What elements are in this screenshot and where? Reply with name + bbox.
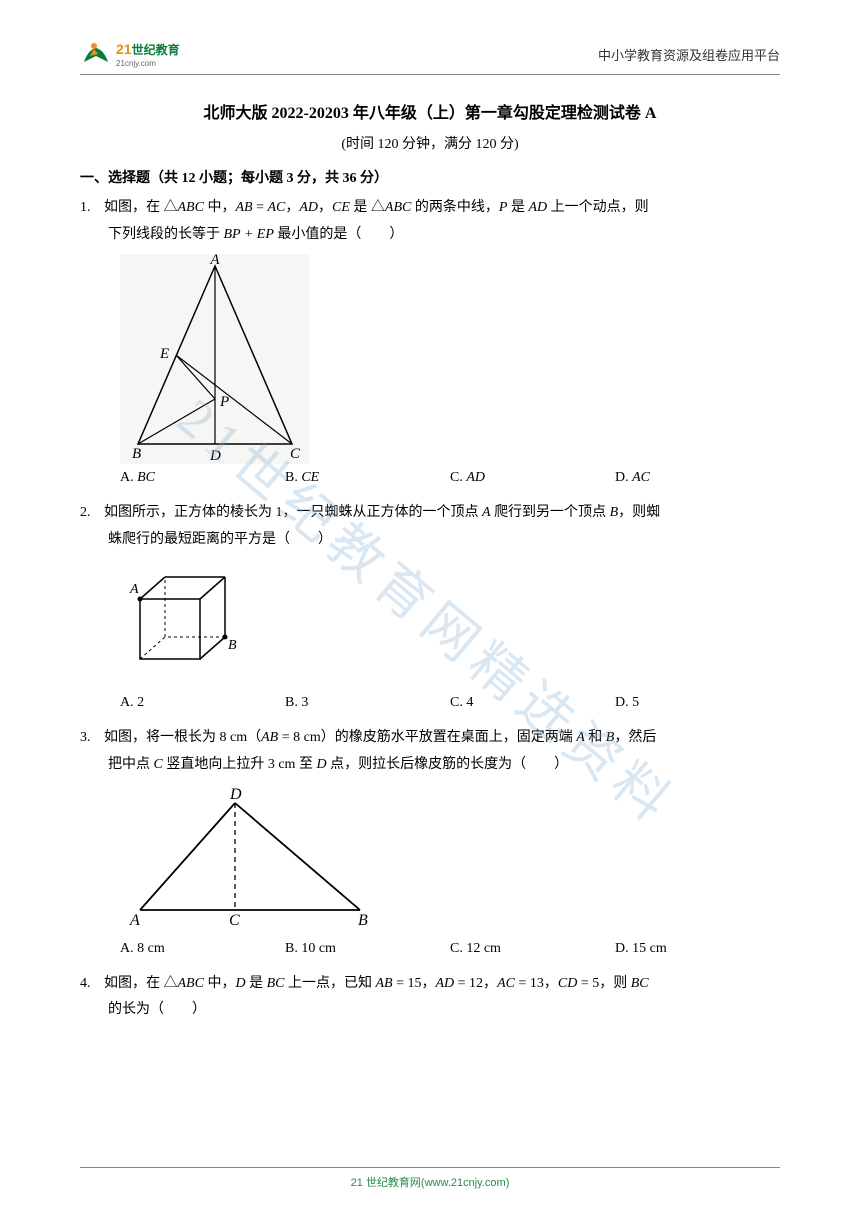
q2-figure: A B [80,559,780,689]
page-subtitle: (时间 120 分钟，满分 120 分) [80,133,780,153]
svg-text:D: D [209,448,221,464]
svg-text:C: C [290,446,301,462]
q2-number: 2. [80,500,104,527]
q3-option-c[interactable]: C. 12 cm [450,941,615,957]
q3-figure: A B C D [80,785,780,935]
q1-number: 1. [80,195,104,222]
question-4: 4.如图，在 △ABC 中，D 是 BC 上一点，已知 AB = 15，AD =… [80,971,780,1024]
question-2: 2.如图所示，正方体的棱长为 1，一只蜘蛛从正方体的一个顶点 A 爬行到另一个顶… [80,500,780,553]
q1-options: A. BC B. CE C. AD D. AC [80,470,780,486]
q1-option-a[interactable]: A. BC [120,470,285,486]
q2-option-c[interactable]: C. 4 [450,695,615,711]
q3-option-a[interactable]: A. 8 cm [120,941,285,957]
logo-text-block: 21世纪教育 21cnjy.com [116,41,180,68]
q4-number: 4. [80,971,104,998]
svg-text:A: A [129,582,139,597]
logo: 21世纪教育 21cnjy.com [80,40,180,68]
page-header: 21世纪教育 21cnjy.com 中小学教育资源及组卷应用平台 [80,40,780,75]
svg-text:A: A [209,254,220,268]
header-platform-text: 中小学教育资源及组卷应用平台 [598,45,780,64]
svg-text:B: B [132,446,141,462]
page-title: 北师大版 2022-20203 年八年级（上）第一章勾股定理检测试卷 A [80,99,780,123]
q4-line2: 的长为（ ） [80,997,780,1024]
svg-text:D: D [229,786,242,803]
q2-option-a[interactable]: A. 2 [120,695,285,711]
question-1: 1.如图，在 △ABC 中，AB = AC，AD，CE 是 △ABC 的两条中线… [80,195,780,248]
q3-text: 如图，将一根长为 8 cm（AB = 8 cm）的橡皮筋水平放置在桌面上，固定两… [104,730,656,745]
q1-option-d[interactable]: D. AC [615,470,780,486]
q1-option-c[interactable]: C. AD [450,470,615,486]
q2-option-d[interactable]: D. 5 [615,695,780,711]
q2-line2: 蛛爬行的最短距离的平方是（ ） [80,527,780,554]
q1-text: 如图，在 △ABC 中，AB = AC，AD，CE 是 △ABC 的两条中线，P… [104,200,649,215]
svg-text:B: B [228,638,237,653]
q2-options: A. 2 B. 3 C. 4 D. 5 [80,695,780,711]
q2-text: 如图所示，正方体的棱长为 1，一只蜘蛛从正方体的一个顶点 A 爬行到另一个顶点 … [104,505,660,520]
q1-line2: 下列线段的长等于 BP + EP 最小值的是（ ） [80,222,780,249]
logo-url: 21cnjy.com [116,59,180,68]
q3-options: A. 8 cm B. 10 cm C. 12 cm D. 15 cm [80,941,780,957]
q3-option-d[interactable]: D. 15 cm [615,941,780,957]
section-1-header: 一、选择题（共 12 小题；每小题 3 分，共 36 分） [80,167,780,187]
q1-option-b[interactable]: B. CE [285,470,450,486]
q2-option-b[interactable]: B. 3 [285,695,450,711]
q3-number: 3. [80,725,104,752]
question-3: 3.如图，将一根长为 8 cm（AB = 8 cm）的橡皮筋水平放置在桌面上，固… [80,725,780,778]
q3-line2: 把中点 C 竖直地向上拉升 3 cm 至 D 点，则拉长后橡皮筋的长度为（ ） [80,752,780,779]
svg-text:A: A [129,912,140,929]
q3-option-b[interactable]: B. 10 cm [285,941,450,957]
q4-text: 如图，在 △ABC 中，D 是 BC 上一点，已知 AB = 15，AD = 1… [104,976,649,991]
svg-text:E: E [159,346,169,362]
svg-text:C: C [229,912,240,929]
page-footer: 21 世纪教育网(www.21cnjy.com) [80,1167,780,1190]
svg-text:B: B [358,912,368,929]
svg-text:P: P [219,394,229,410]
q1-figure: A B C D E P [80,254,780,464]
logo-brand: 21世纪教育 [116,43,180,57]
logo-icon [80,40,112,68]
